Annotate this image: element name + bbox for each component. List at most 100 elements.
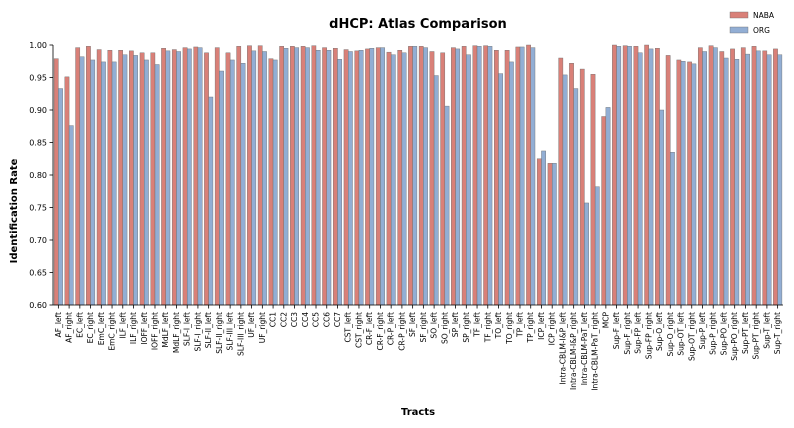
bar-naba-Sup-FP_left [633, 46, 639, 306]
bar-naba-Sup-PO_left [719, 51, 725, 306]
x-tick-label: CR-P_right [397, 312, 406, 351]
x-tick-label: CR-F_right [376, 312, 385, 351]
bar-naba-CC4 [300, 46, 306, 306]
bar-org-Sup-FP_left [637, 52, 643, 306]
bar-org-Sup-OT_right [691, 63, 697, 306]
x-tick-label: CR-F_left [365, 312, 374, 345]
x-tick-label: UF_left [247, 312, 256, 338]
bar-org-EmC_left [101, 61, 106, 306]
bar-org-CST_left [348, 51, 353, 306]
x-tick-label: CR-P_left [387, 312, 396, 345]
bar-naba-Intra-CBLM-I&P_left [558, 57, 564, 306]
bar-naba-Sup-T_right [773, 48, 778, 306]
x-tick-label: TF_right [483, 312, 492, 343]
bar-naba-IOFF_right [150, 52, 156, 306]
x-tick-label: CST_left [344, 312, 353, 343]
x-tick-label: SP_left [451, 312, 460, 337]
x-tick-label: IOFF_left [140, 312, 149, 345]
bar-org-IOFF_left [144, 59, 149, 306]
bar-naba-SLF-II_right [214, 47, 220, 306]
x-tick-label: SP_right [462, 312, 471, 343]
bar-org-CC3 [294, 47, 300, 306]
bar-naba-EmC_right [107, 50, 113, 306]
bar-org-Sup-P_right [713, 47, 718, 306]
x-tick-label: CC2 [279, 312, 288, 327]
x-tick-label: Sup-F_left [612, 312, 621, 349]
bars-group [53, 44, 783, 306]
x-tick-label: Sup-PT_right [752, 312, 761, 360]
x-tick-label: SF_left [408, 312, 417, 337]
legend-label-org: ORG [753, 26, 770, 35]
bar-naba-MCP [601, 116, 607, 306]
bar-org-SLF-II_right [219, 70, 224, 306]
x-tick-label: ILF_right [129, 312, 138, 344]
x-tick-label: CC4 [301, 312, 310, 327]
bar-naba-Intra-CBLM-PaT_left [579, 68, 585, 306]
bar-naba-Sup-PT_left [740, 47, 746, 306]
bar-org-Sup-T_left [766, 54, 772, 306]
y-tick-label: 0.65 [29, 268, 47, 277]
bar-org-TO_left [498, 73, 504, 306]
bar-org-SLF-II_left [208, 96, 214, 306]
bar-org-SP_left [455, 48, 461, 306]
chart-title: dHCP: Atlas Comparison [329, 17, 507, 32]
bar-naba-UF_left [247, 45, 252, 306]
x-tick-label: SLF-I_right [193, 312, 202, 352]
x-tick-label: SLF-I_left [183, 312, 192, 346]
x-tick-label: Sup-PT_left [741, 312, 750, 354]
bar-org-TF_left [476, 46, 482, 306]
x-tick-label: Sup-PO_right [730, 312, 739, 361]
x-tick-label: UF_right [258, 312, 267, 343]
x-tick-label: EmC_right [108, 312, 117, 351]
bar-naba-CC2 [279, 46, 285, 306]
bar-org-IOFF_right [154, 64, 160, 306]
y-tick-label: 0.80 [29, 171, 47, 180]
bar-org-SLF-I_left [186, 48, 192, 306]
bar-naba-TF_left [472, 45, 478, 306]
bar-org-Intra-CBLM-I&P_right [573, 88, 579, 306]
bar-naba-IOFF_left [139, 52, 145, 306]
bar-org-Sup-PO_right [734, 59, 740, 306]
bar-naba-TF_right [483, 45, 488, 306]
bar-org-Sup-T_right [777, 54, 783, 306]
bar-org-CC5 [315, 50, 321, 306]
bar-org-EmC_right [111, 61, 117, 306]
bar-naba-CR-F_right [375, 47, 381, 306]
bar-naba-CC6 [322, 47, 327, 306]
x-axis: AF_left AF_right EC_left EC_right EmC_left Em… [53, 304, 783, 391]
bar-naba-Sup-OT_left [676, 59, 682, 306]
bar-org-MdLF_left [165, 50, 171, 306]
x-tick-label: SLF-III_left [226, 312, 235, 351]
bar-naba-Sup-P_right [708, 45, 714, 306]
y-tick-label: 0.85 [29, 138, 47, 147]
bar-org-Sup-PT_left [745, 53, 750, 306]
bar-org-Sup-O_left [659, 109, 665, 306]
bar-org-Sup-O_right [670, 152, 675, 306]
x-axis-label: Tracts [401, 407, 435, 418]
bar-org-ILF_left [122, 54, 128, 306]
bar-org-CC2 [283, 48, 289, 306]
x-tick-label: EmC_left [97, 312, 106, 345]
bar-org-CC4 [305, 47, 310, 306]
y-axis-label: Identification Rate [9, 158, 20, 263]
bar-naba-Sup-F_left [612, 44, 617, 306]
x-tick-label: SLF-II_left [204, 312, 213, 348]
bar-org-Sup-FP_right [648, 48, 654, 306]
bar-naba-ICP_left [536, 158, 542, 306]
bar-org-AF_left [58, 88, 63, 306]
bar-naba-MdLF_right [171, 49, 177, 306]
y-tick-label: 0.60 [29, 301, 47, 310]
bar-org-CC7 [337, 59, 342, 306]
bar-org-TO_right [509, 61, 514, 306]
bar-org-Intra-CBLM-PaT_right [594, 186, 600, 306]
bar-org-Sup-PO_left [723, 57, 729, 306]
x-tick-label: AF_right [65, 312, 74, 343]
bar-naba-ILF_left [118, 50, 123, 306]
bar-org-AF_right [68, 125, 74, 306]
bar-naba-Sup-P_left [697, 47, 703, 306]
bar-naba-Intra-CBLM-PaT_right [590, 74, 596, 306]
x-tick-label: SF_right [419, 312, 428, 343]
x-tick-label: CC7 [333, 312, 342, 327]
x-tick-label: TF_left [473, 312, 482, 338]
bar-org-SO_right [444, 105, 450, 306]
